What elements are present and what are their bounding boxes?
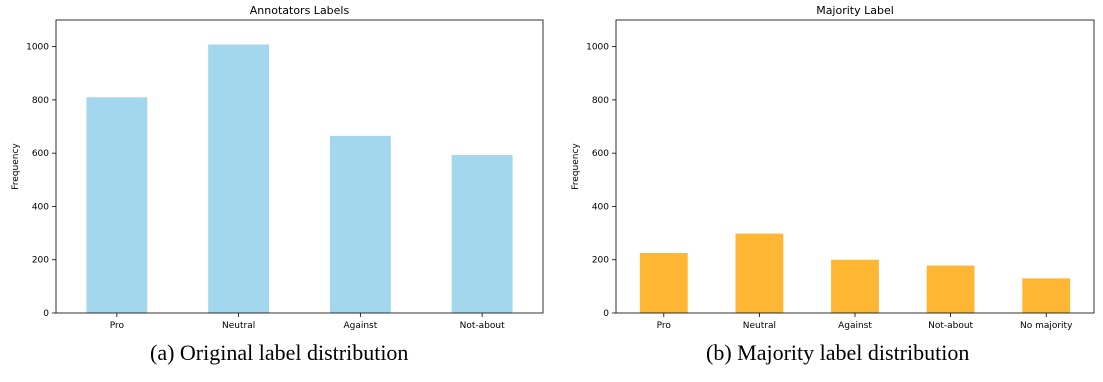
x-tick-label: Neutral <box>222 321 255 331</box>
x-tick-label: Not-about <box>460 321 505 331</box>
y-tick-label: 800 <box>592 96 609 106</box>
bar-against <box>831 259 879 313</box>
caption-b: (b) Majority label distribution <box>706 340 970 365</box>
chart-annotators-labels: Annotators Labels Frequency 0 200 400 600 800 1… <box>11 4 544 331</box>
caption-a: (a) Original label distribution <box>150 340 409 365</box>
chart-title: Annotators Labels <box>250 4 350 17</box>
y-tick-label: 600 <box>32 149 49 159</box>
y-tick-label: 1000 <box>26 43 49 53</box>
x-tick-label: Against <box>838 321 872 331</box>
x-tick-label: Pro <box>110 321 125 331</box>
bar-against <box>329 135 391 313</box>
y-tick-label: 200 <box>32 256 49 266</box>
y-tick-label: 800 <box>32 96 49 106</box>
bar-neutral <box>208 44 270 313</box>
y-axis-label: Frequency <box>11 143 21 190</box>
y-tick-label: 400 <box>592 202 609 212</box>
plot-frame <box>615 19 1095 314</box>
bar-no-majority <box>1022 278 1071 313</box>
x-tick-label: Against <box>343 321 377 331</box>
y-tick-label: 0 <box>603 309 609 319</box>
bar-neutral <box>735 233 784 313</box>
bar-not-about <box>926 265 975 313</box>
x-tick-label: Pro <box>657 321 672 331</box>
x-tick-label: Neutral <box>743 321 776 331</box>
chart-title: Majority Label <box>816 4 894 17</box>
y-axis-label: Frequency <box>571 143 581 190</box>
y-tick-label: 0 <box>43 309 49 319</box>
plot-frame <box>55 19 544 314</box>
y-tick-label: 1000 <box>586 43 609 53</box>
bar-pro <box>86 97 148 313</box>
y-tick-label: 600 <box>592 149 609 159</box>
y-tick-label: 200 <box>592 256 609 266</box>
bar-not-about <box>451 155 513 313</box>
chart-majority-label: Majority Label Frequency 0 200 400 600 800 1000… <box>571 4 1095 331</box>
x-tick-label: Not-about <box>928 321 973 331</box>
y-tick-label: 400 <box>32 202 49 212</box>
x-tick-label: No majority <box>1020 321 1073 331</box>
bar-pro <box>639 253 688 313</box>
